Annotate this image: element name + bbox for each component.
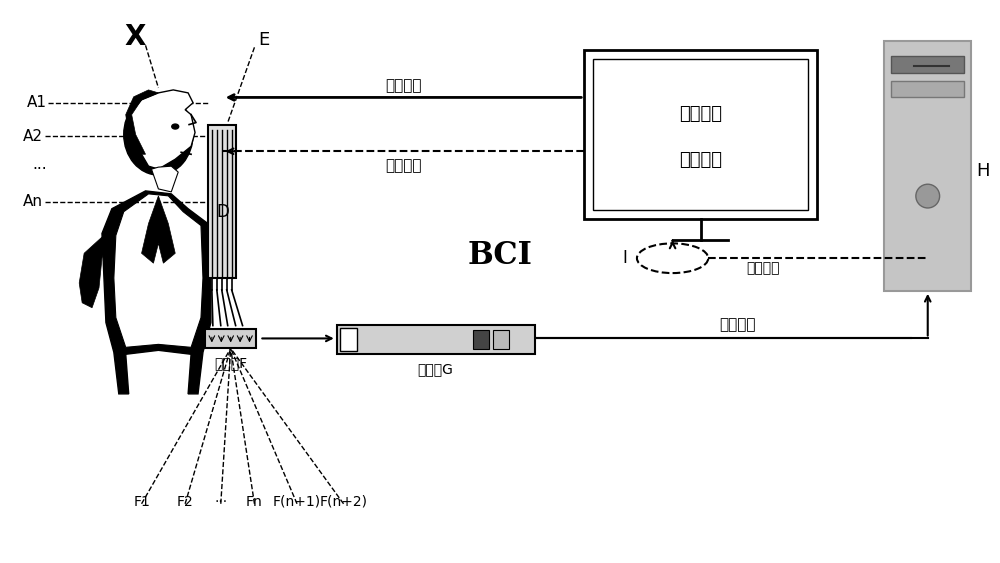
Text: F(n+1): F(n+1) [273, 495, 321, 509]
FancyBboxPatch shape [205, 329, 256, 348]
Text: I: I [623, 249, 627, 267]
Text: 刺激显示: 刺激显示 [679, 105, 722, 123]
PathPatch shape [79, 234, 109, 308]
Text: 结果显示: 结果显示 [746, 261, 779, 275]
FancyBboxPatch shape [208, 124, 236, 278]
FancyBboxPatch shape [493, 329, 509, 349]
Text: 信号处理: 信号处理 [719, 317, 756, 332]
FancyBboxPatch shape [473, 329, 489, 349]
Text: E: E [259, 32, 270, 50]
Text: A2: A2 [23, 129, 43, 144]
Text: F1: F1 [133, 495, 150, 509]
FancyBboxPatch shape [584, 50, 817, 218]
Text: F2: F2 [177, 495, 194, 509]
Text: X: X [125, 24, 146, 51]
FancyBboxPatch shape [340, 328, 357, 351]
PathPatch shape [102, 191, 211, 394]
Text: 视觉刺激: 视觉刺激 [385, 78, 422, 93]
Text: ···: ··· [32, 162, 47, 177]
FancyBboxPatch shape [891, 81, 964, 97]
FancyBboxPatch shape [884, 42, 971, 291]
PathPatch shape [114, 194, 203, 347]
Text: 结果反馈: 结果反馈 [679, 151, 722, 169]
Text: D: D [216, 203, 229, 221]
Text: A1: A1 [27, 95, 47, 110]
FancyBboxPatch shape [337, 325, 535, 354]
Text: ···: ··· [214, 495, 227, 509]
Ellipse shape [916, 184, 940, 208]
FancyBboxPatch shape [593, 59, 808, 209]
Ellipse shape [637, 243, 708, 273]
Text: H: H [976, 162, 990, 180]
PathPatch shape [126, 90, 158, 154]
PathPatch shape [151, 166, 178, 192]
Text: 放大器G: 放大器G [418, 362, 454, 376]
PathPatch shape [142, 196, 175, 263]
Text: Fn: Fn [246, 495, 263, 509]
Text: 采集器F: 采集器F [214, 356, 247, 370]
Ellipse shape [124, 94, 193, 175]
Text: 结果反馈: 结果反馈 [385, 158, 422, 173]
Ellipse shape [172, 124, 179, 129]
FancyBboxPatch shape [891, 56, 964, 73]
Text: An: An [23, 194, 43, 209]
PathPatch shape [129, 90, 195, 169]
Text: F(n+2): F(n+2) [320, 495, 368, 509]
Text: BCI: BCI [468, 240, 532, 271]
